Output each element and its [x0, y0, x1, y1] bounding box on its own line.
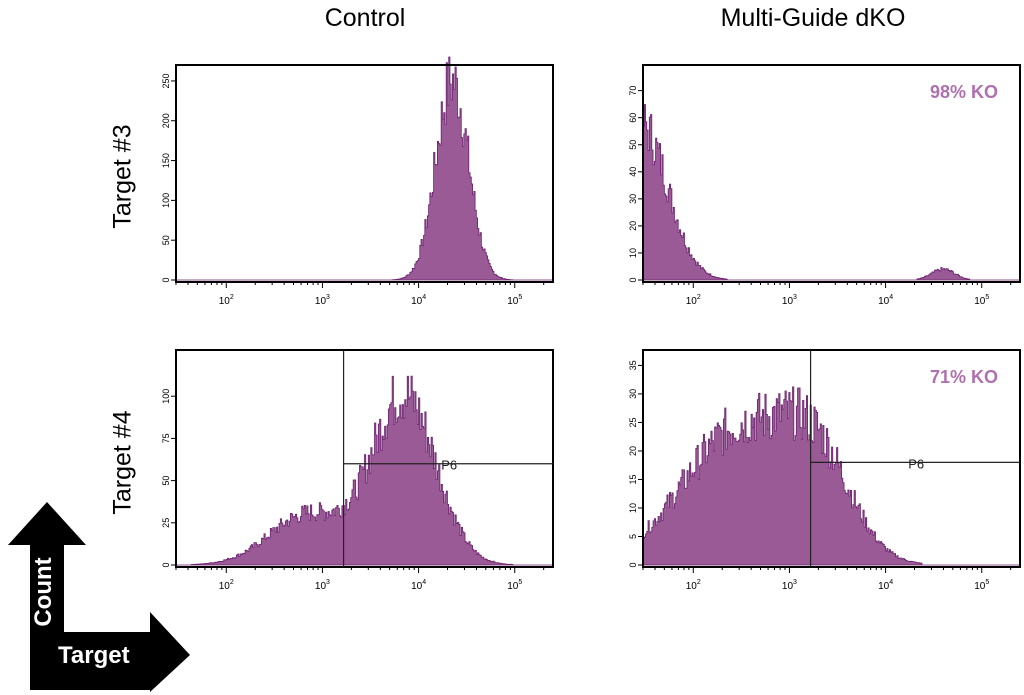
y-tick-label-1-5: 50 — [628, 140, 638, 150]
plot-frame-2 — [175, 349, 554, 568]
y-tick-label-1-0: 0 — [628, 277, 638, 282]
y-tick-label-3-1: 5 — [628, 534, 638, 539]
x-tick-label-3-1: 103 — [782, 579, 797, 592]
ko-annotation-1: 98% KO — [930, 82, 998, 102]
y-tick-label-2-4: 100 — [161, 389, 171, 404]
target-arrow-icon — [30, 612, 190, 692]
histogram-panel-2: 0 25 50 75 100 102 103 104 105 P6 — [161, 349, 554, 592]
histogram-panel-0: 0 50 100 150 200 250 102 103 104 105 — [161, 56, 554, 307]
y-tick-label-1-2: 20 — [628, 221, 638, 231]
plot-frame-3 — [642, 349, 1021, 568]
x-tick-label-2-3: 105 — [507, 579, 522, 592]
y-tick-label-2-2: 50 — [161, 476, 171, 486]
gate-label-3: P6 — [908, 456, 924, 471]
y-tick-label-3-2: 10 — [628, 503, 638, 513]
y-tick-label-1-3: 30 — [628, 194, 638, 204]
y-tick-label-1-7: 70 — [628, 86, 638, 96]
y-tick-label-3-4: 20 — [628, 446, 638, 456]
gate-label-2: P6 — [441, 458, 457, 473]
histogram-series-2 — [176, 375, 553, 566]
y-tick-label-1-4: 40 — [628, 167, 638, 177]
x-tick-label-1-2: 104 — [878, 294, 893, 307]
y-tick-label-3-5: 25 — [628, 417, 638, 427]
x-tick-label-0-3: 105 — [507, 294, 522, 307]
axis-arrows — [8, 502, 190, 692]
count-label: Count — [30, 557, 57, 627]
y-tick-label-2-1: 25 — [161, 518, 171, 528]
y-tick-label-3-0: 0 — [628, 562, 638, 567]
histogram-panel-1: 0 10 20 30 40 50 60 70 102 103 104 105 98% KO — [628, 64, 1021, 307]
histogram-series-0 — [176, 56, 553, 281]
histogram-series-3 — [642, 386, 1020, 566]
y-tick-label-0-5: 250 — [161, 73, 171, 88]
histogram-panel-3: 0 5 10 15 20 25 30 35 102 103 104 105 P6 71% KO — [628, 349, 1021, 592]
plot-frame-1 — [642, 64, 1021, 283]
x-tick-label-0-2: 104 — [411, 294, 426, 307]
x-tick-label-0-0: 102 — [219, 294, 234, 307]
ko-annotation-3: 71% KO — [930, 367, 998, 387]
y-tick-label-3-7: 35 — [628, 360, 638, 370]
y-tick-label-2-3: 75 — [161, 433, 171, 443]
y-tick-label-0-1: 50 — [161, 235, 171, 245]
y-tick-label-3-3: 15 — [628, 474, 638, 484]
y-tick-label-1-6: 60 — [628, 113, 638, 123]
plot-frame-0 — [175, 64, 554, 283]
x-tick-label-2-0: 102 — [219, 579, 234, 592]
histogram-series-1 — [642, 104, 1020, 281]
target-label: Target — [58, 642, 130, 669]
y-tick-label-0-4: 200 — [161, 113, 171, 128]
y-tick-label-0-2: 100 — [161, 193, 171, 208]
x-tick-label-1-1: 103 — [782, 294, 797, 307]
y-tick-label-1-1: 10 — [628, 248, 638, 258]
y-tick-label-2-0: 0 — [161, 562, 171, 567]
column-title-control: Control — [324, 4, 406, 32]
x-tick-label-3-0: 102 — [686, 579, 701, 592]
column-title-dko: Multi-Guide dKO — [720, 4, 906, 32]
y-tick-label-0-3: 150 — [161, 153, 171, 168]
y-tick-label-0-0: 0 — [161, 277, 171, 282]
x-tick-label-1-0: 102 — [686, 294, 701, 307]
x-tick-label-2-2: 104 — [411, 579, 426, 592]
x-tick-label-1-3: 105 — [974, 294, 989, 307]
x-tick-label-3-2: 104 — [878, 579, 893, 592]
x-tick-label-2-1: 103 — [315, 579, 330, 592]
x-tick-label-3-3: 105 — [974, 579, 989, 592]
y-tick-label-3-6: 30 — [628, 389, 638, 399]
x-tick-label-0-1: 103 — [315, 294, 330, 307]
count-arrow-icon — [8, 502, 86, 690]
